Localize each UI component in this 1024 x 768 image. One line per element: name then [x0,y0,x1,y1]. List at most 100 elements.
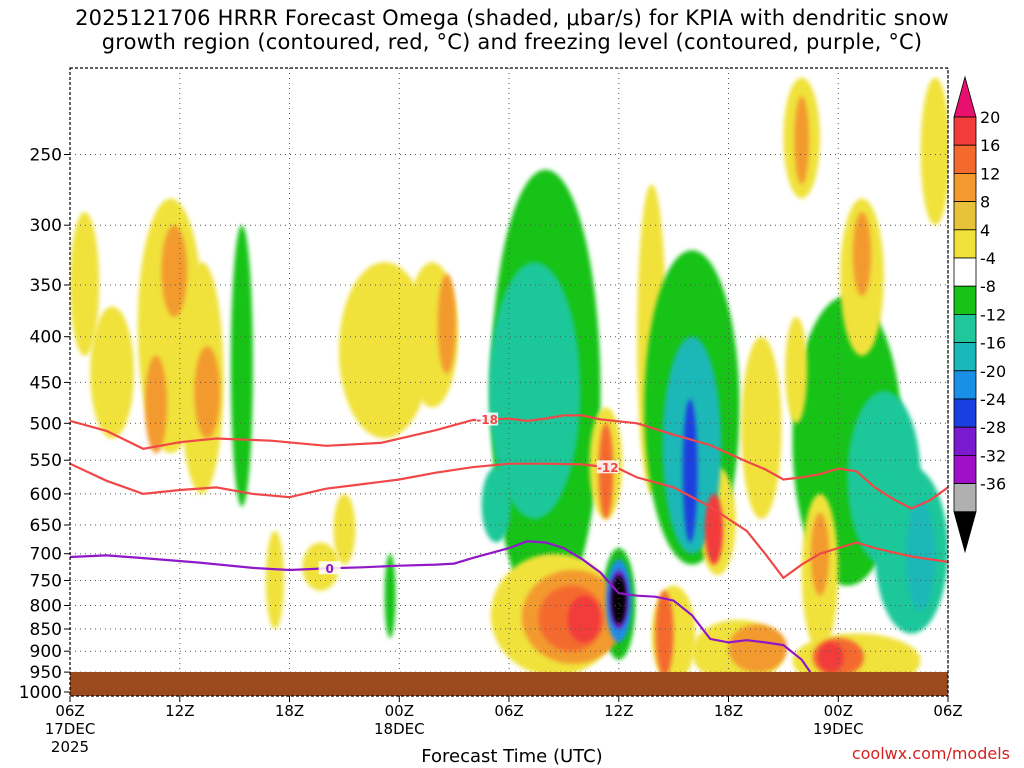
omega-region-pos-38 [852,212,872,296]
y-tick-label-1000: 1000 [19,683,62,703]
x-tick-label-6: 12Z [165,702,194,720]
x-year-label-0: 2025 [51,738,89,756]
colorbar-label-0: 20 [980,108,1000,127]
colorbar-label-1: 16 [980,136,1000,155]
omega-region-neg-33 [481,467,511,543]
colorbar-bin-12 [953,426,977,456]
colorbar-bottom-arrow [953,511,977,554]
colorbar-label-13: -36 [980,475,1006,494]
colorbar-bin-10 [953,370,977,400]
colorbar-label-8: -16 [980,334,1006,353]
credit-link[interactable]: coolwx.com/models [851,744,1010,763]
omega-region-pos-39 [794,96,809,185]
colorbar-bin-13 [953,454,977,484]
colorbar-bin-5 [953,229,977,259]
x-date-label-18: 18DEC [374,720,425,738]
omega-region-neg-51 [682,399,698,543]
x-tick-label-42: 00Z [824,702,853,720]
colorbar-label-12: -32 [980,446,1006,465]
omega-region-pos-22 [785,316,808,424]
plot-area [70,77,948,689]
title-line-1: 2025121706 HRRR Forecast Omega (shaded, … [75,6,949,30]
omega-region-pos-31 [437,273,456,374]
x-tick-label-18: 00Z [385,702,414,720]
y-tick-label-600: 600 [30,485,62,505]
colorbar-label-3: 8 [980,193,990,212]
colorbar-label-7: -12 [980,305,1006,324]
omega-region-pos-30 [194,346,220,439]
omega-region-pos-47 [567,595,601,643]
omega-region-pos-5 [265,530,284,629]
x-tick-label-30: 12Z [604,702,633,720]
colorbar-label-4: 4 [980,221,990,240]
contour-label-1: -12 [597,461,619,475]
chart-title: 2025121706 HRRR Forecast Omega (shaded, … [0,6,1024,54]
omega-region-pos-1 [90,306,134,439]
omega-region-neg-32 [488,262,581,519]
omega-region-pos-29 [161,225,188,317]
colorbar-top-arrow [953,75,977,118]
colorbar-label-9: -20 [980,362,1006,381]
colorbar-bin-4 [953,201,977,231]
contour-label-bg-2 [318,561,341,575]
colorbar-label-11: -28 [980,418,1006,437]
colorbar-label-2: 12 [980,164,1000,183]
y-tick-label-400: 400 [30,328,62,348]
y-tick-label-750: 750 [30,572,62,592]
x-date-label-0: 17DEC [45,720,96,738]
y-tick-label-500: 500 [30,414,62,434]
x-tick-label-36: 18Z [714,702,743,720]
colorbar-bin-7 [953,285,977,315]
y-axis: 2503003504004505005506006507007508008509… [19,146,70,703]
colorbar-bin-6 [953,257,977,287]
colorbar-bin-14 [953,483,977,513]
y-tick-label-300: 300 [30,216,62,236]
x-tick-label-24: 06Z [494,702,523,720]
title-line-2: growth region (contoured, red, °C) and f… [101,30,923,54]
colorbar-label-6: -8 [980,277,996,296]
colorbar-bin-8 [953,313,977,343]
contour-label-bg-0 [476,412,499,426]
colorbar-bin-2 [953,144,977,174]
contour-label-2: 0 [326,562,334,576]
y-tick-label-850: 850 [30,620,62,640]
colorbar-bin-1 [953,116,977,146]
y-tick-label-900: 900 [30,642,62,662]
omega-region-pos-44 [655,590,674,677]
y-tick-label-700: 700 [30,545,62,565]
y-tick-label-250: 250 [30,146,62,166]
y-tick-label-350: 350 [30,276,62,296]
omega-region-pos-0 [70,212,100,356]
y-tick-label-950: 950 [30,663,62,683]
colorbar: 20 16 12 8 4 -4 -8 -12 -16 -20 -24 -28 -32 -36 [953,75,1006,554]
x-tick-label-48: 06Z [933,702,962,720]
x-tick-label-12: 18Z [275,702,304,720]
omega-region-pos-35 [728,624,788,673]
dendritic-contour-0 [70,414,948,510]
omega-region-pos-9 [333,494,356,565]
omega-region-neg-4 [230,225,253,507]
surface-band [70,672,948,696]
omega-region-pos-28 [145,355,167,454]
y-tick-label-450: 450 [30,373,62,393]
omega-region-pos-25 [920,77,948,226]
y-tick-label-800: 800 [30,597,62,617]
colorbar-bin-3 [953,172,977,202]
omega-region-neg-10 [384,553,396,639]
contour-lines: -18 -12 0 [70,412,948,687]
colorbar-label-10: -24 [980,390,1006,409]
omega-region-neg-45 [906,500,936,611]
colorbar-bin-9 [953,342,977,372]
omega-region-neg-53 [611,575,627,625]
omega-region-pos-7 [338,262,431,439]
y-tick-label-550: 550 [30,451,62,471]
omega-region-pos-50 [818,642,844,673]
x-date-label-42: 19DEC [813,720,864,738]
x-tick-label-0: 06Z [55,702,84,720]
colorbar-label-5: -4 [980,249,996,268]
y-tick-label-650: 650 [30,516,62,536]
freezing-level-contour-2 [70,540,821,687]
colorbar-bin-11 [953,398,977,428]
